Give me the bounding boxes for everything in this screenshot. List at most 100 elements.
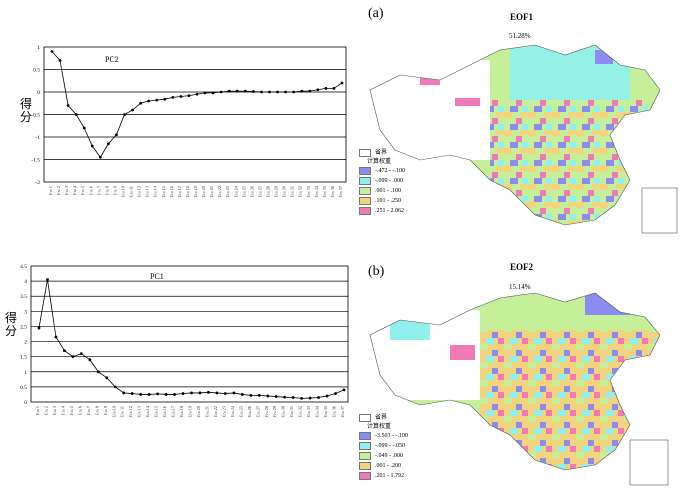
pc1-ytick-label: 1.5: [20, 355, 27, 361]
pc1-xtick-label: Era 36: [332, 406, 337, 417]
pc2-ytick-label: 0: [37, 90, 40, 96]
pc2-data-point: [90, 144, 94, 148]
pc2-xtick-label: Era 2: [56, 186, 61, 195]
pc1-xtick-label: Era 10: [111, 406, 116, 417]
pc1-data-point: [46, 278, 49, 281]
pc1-series-line: [38, 279, 345, 399]
eof2-legend-label: .201 - 1.792: [375, 473, 404, 479]
pc1-data-point: [139, 393, 143, 396]
eof1-legend-item: -.099 - .000: [359, 176, 405, 186]
pc2-ytick-label: -1: [35, 135, 40, 141]
pc1-xtick-label: Era 3: [52, 406, 57, 415]
pc1-xtick-label: Era 25: [238, 406, 243, 417]
pc2-ytick-label: 1: [37, 45, 40, 51]
pc1-data-point: [113, 385, 117, 389]
pc1-ytick-label: 3: [24, 309, 27, 315]
pc1-data-point: [334, 392, 337, 395]
pc2-xtick-label: Era 21: [209, 186, 214, 197]
pc2-data-point: [300, 89, 304, 93]
pc2-xtick-label: Era 4: [72, 185, 77, 195]
pc1-ylabel: 得分: [5, 312, 21, 338]
pc2-data-point: [131, 108, 134, 112]
pc1-ytick-label: 4: [24, 279, 27, 285]
pc2-xtick-label: Era 22: [217, 186, 222, 197]
pc2-xtick-label: Era 11: [129, 186, 134, 197]
pc1-data-point: [300, 396, 304, 400]
pc1-data-point: [190, 391, 193, 395]
eof2-legend-item: -.049 - .000: [359, 451, 408, 461]
pc1-data-point: [130, 392, 134, 395]
pc1-xtick-label: Era 12: [128, 406, 133, 417]
pc1-data-point: [181, 392, 185, 395]
pc1-xtick-label: Era 37: [340, 406, 345, 417]
pc2-xtick-label: Era 29: [274, 186, 279, 197]
pc1-xtick-label: Era 21: [204, 406, 209, 417]
pc2-series-line: [51, 51, 343, 158]
pc2-data-point: [211, 91, 215, 95]
pc2-data-point: [243, 89, 247, 93]
eof1-legend-boundary-label: 省界: [375, 150, 388, 156]
pc1-data-point: [122, 391, 126, 395]
pc2-data-point: [187, 94, 191, 97]
pc1-xtick-label: Era 33: [306, 406, 311, 417]
eof2-legend-label: -3.503 - -.100: [375, 433, 408, 439]
pc2-ytick-label: 0.5: [33, 68, 40, 74]
pc1-xtick-label: Era 31: [289, 406, 294, 417]
pc2-xtick-label: Era 15: [161, 186, 166, 197]
pc1-data-point: [249, 393, 253, 397]
eof1-china-outline: [369, 44, 661, 226]
eof2-legend-swatch: [359, 472, 371, 480]
pc1-data-point: [198, 391, 202, 395]
pc2-data-point: [260, 90, 263, 94]
eof2-legend-boundary-label: 省界: [375, 415, 388, 421]
pc1-data-point: [283, 395, 287, 399]
pc1-xtick-label: Era 2: [43, 406, 48, 415]
pc2-data-point: [316, 88, 320, 92]
eof2-legend-swatch: [359, 432, 371, 440]
eof1-china-map: [369, 44, 678, 234]
pc2-data-point: [58, 59, 62, 62]
eof2-south-sea-inset: [629, 439, 669, 486]
pc1-data-point: [63, 349, 66, 353]
pc1-xtick-label: Era 5: [69, 406, 74, 415]
pc2-xtick-label: Era 28: [266, 186, 271, 197]
eof2-percent: 15.14%: [509, 283, 531, 291]
pc1-xtick-label: Era 30: [281, 406, 286, 417]
pc2-data-point: [98, 155, 102, 159]
pc2-data-point: [115, 133, 118, 137]
pc2-data-point: [66, 104, 70, 107]
pc1-xtick-label: Era 18: [179, 406, 184, 417]
pc2-line-chart: PC2 10.50-0.5-1-1.5-2 Era 1 Era 2 Era 3 Era…: [31, 45, 347, 197]
pc2-xtick-label: Era 36: [330, 186, 335, 197]
eof2-legend-label: -.099 - -.050: [375, 443, 405, 449]
eof2-legend-item: -3.503 - -.100: [359, 431, 408, 441]
pc2-data-point: [284, 90, 288, 94]
pc1-ytick-label: 3.5: [20, 294, 27, 300]
pc2-xtick-label: Era 34: [314, 185, 319, 197]
eof2-legend: 省界 计算权重 -3.503 - -.100 -.099 - -.050 -.0…: [359, 413, 408, 481]
eof1-legend-item: .001 - .100: [359, 186, 405, 196]
eof1-legend-label: -.099 - .000: [375, 178, 403, 184]
pc1-ytick-label: 0.5: [20, 385, 27, 391]
pc1-xtick-label: Era 13: [137, 406, 142, 417]
pc2-data-point: [171, 96, 175, 99]
pc2-data-point: [155, 98, 159, 102]
pc1-data-point: [88, 358, 92, 362]
eof1-legend-swatch: [359, 197, 371, 205]
pc2-data-point: [195, 92, 199, 96]
pc1-xtick-label: Era 19: [188, 406, 193, 417]
eof1-legend-swatch: [359, 177, 371, 185]
eof1-legend-boundary-swatch: [359, 149, 371, 157]
pc2-xtick-label: Era 13: [145, 186, 150, 197]
pc2-xtick-label: Era 35: [322, 186, 327, 197]
eof2-legend-swatch: [359, 452, 371, 460]
pc1-data-point: [207, 390, 210, 394]
eof1-percent: 51.28%: [509, 32, 531, 40]
pc2-ytick-label: -0.5: [31, 113, 40, 119]
pc1-xtick-label: Era 34: [315, 405, 320, 417]
eof2-legend-item: .201 - 1.792: [359, 471, 408, 481]
pc2-xtick-label: Era 26: [249, 186, 254, 197]
pc1-data-point: [274, 395, 278, 398]
pc1-xtick-label: Era 22: [213, 406, 218, 417]
pc2-xtick-label: Era 19: [193, 186, 198, 197]
